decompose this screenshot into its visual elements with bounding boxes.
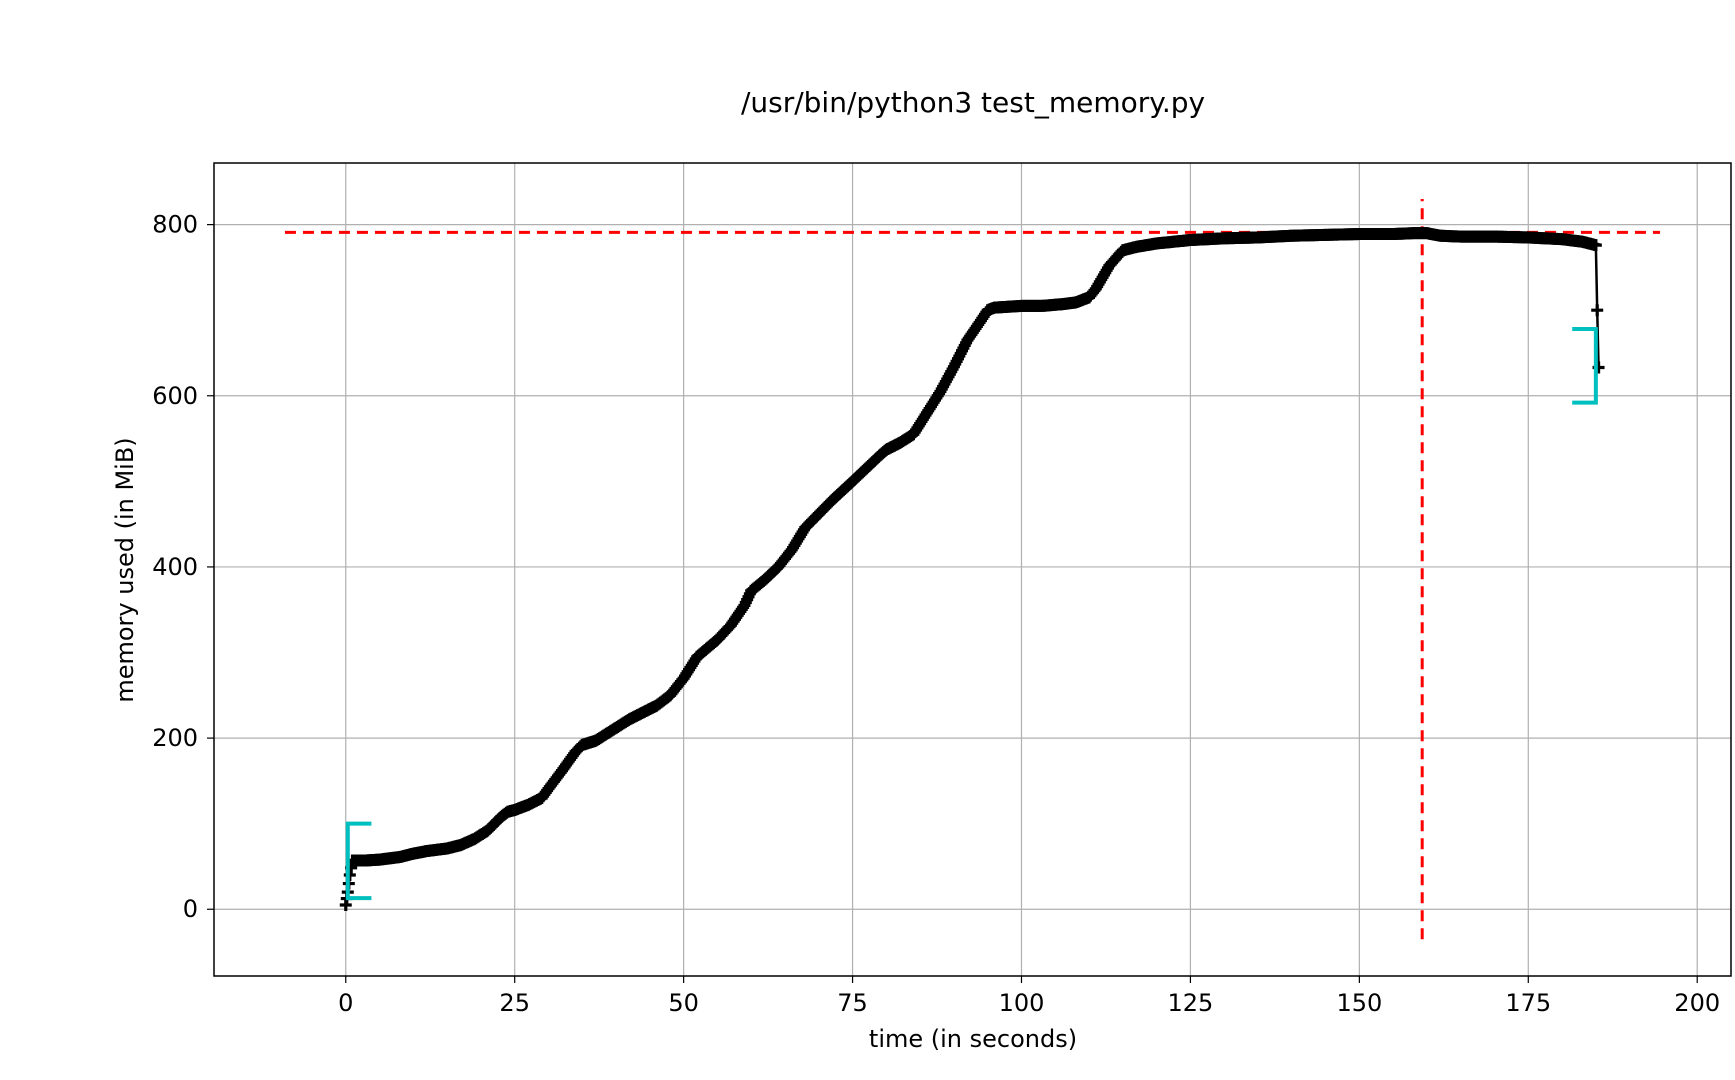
grid [214, 163, 1731, 976]
y-tick-label: 800 [152, 211, 198, 239]
brackets [345, 327, 1598, 901]
y-tick-label: 200 [152, 724, 198, 752]
x-tick-label: 100 [999, 989, 1045, 1017]
data-point-marker [1591, 304, 1604, 317]
start-bracket [345, 821, 372, 901]
x-tick-label: 75 [837, 989, 868, 1017]
x-tick-label: 25 [499, 989, 530, 1017]
axes-ticks: 0 25 50 75 100 125 150 175 200 0 200 400 600 800 [152, 211, 1720, 1017]
data-point-marker [1589, 239, 1602, 252]
y-tick-label: 600 [152, 382, 198, 410]
chart-title: /usr/bin/python3 test_memory.py [741, 86, 1205, 119]
series [339, 227, 1605, 911]
annotations [284, 198, 1661, 940]
x-tick-label: 200 [1674, 989, 1720, 1017]
plot-frame [213, 162, 1732, 977]
x-axis-label: time (in seconds) [869, 1025, 1077, 1053]
y-tick-label: 400 [152, 553, 198, 581]
y-tick-label: 0 [183, 895, 198, 923]
end-bracket [1572, 327, 1598, 405]
x-tick-label: 150 [1336, 989, 1382, 1017]
x-tick-label: 0 [338, 989, 353, 1017]
y-axis-label: memory used (in MiB) [111, 437, 139, 702]
x-tick-label: 125 [1168, 989, 1214, 1017]
x-tick-label: 50 [668, 989, 699, 1017]
x-tick-label: 175 [1505, 989, 1551, 1017]
